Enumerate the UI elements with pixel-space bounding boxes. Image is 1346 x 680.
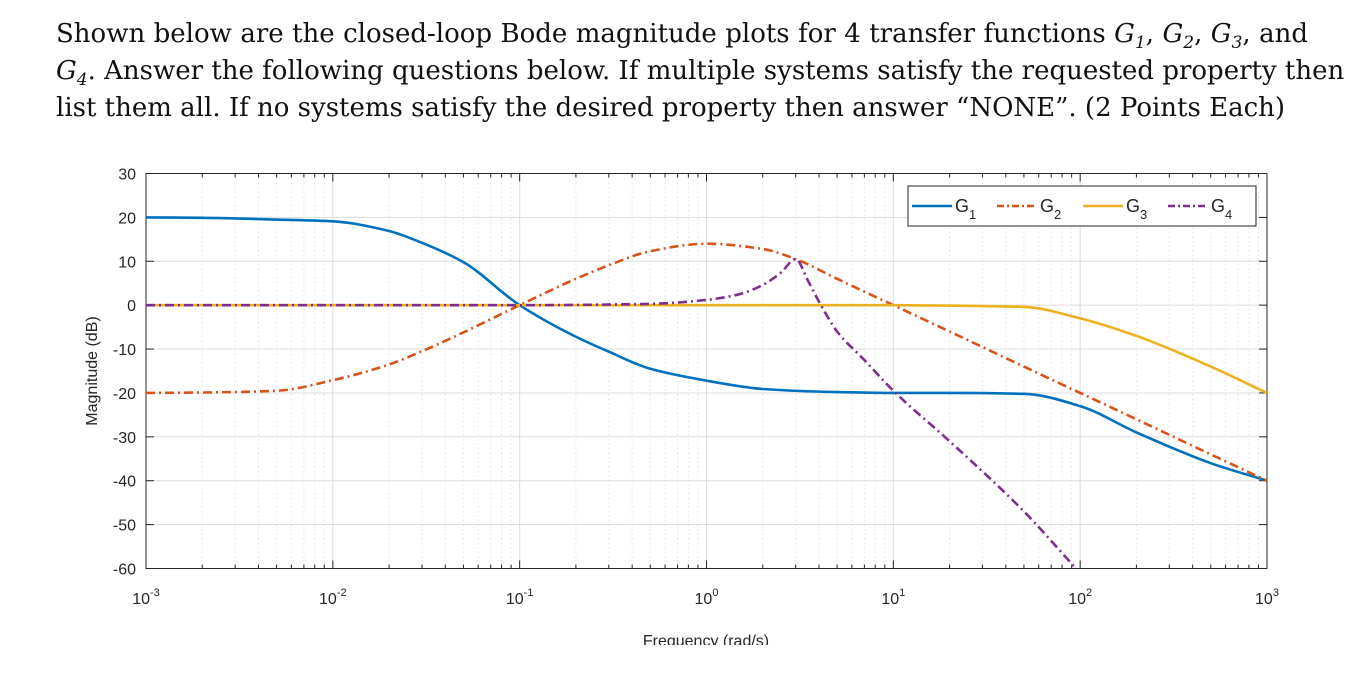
question-text: Shown below are the closed-loop Bode mag… xyxy=(56,16,1344,127)
question-line-3: list them all. If no systems satisfy the… xyxy=(56,93,1286,123)
x-tick-label: 102 xyxy=(1068,587,1092,608)
y-tick-label: 20 xyxy=(118,210,136,227)
x-tick-label: 103 xyxy=(1255,587,1279,608)
x-tick-label: 10-3 xyxy=(132,587,160,608)
g1-symbol: G1 xyxy=(1114,19,1146,54)
series-line-g4 xyxy=(146,257,1077,570)
g3-symbol: G3 xyxy=(1210,19,1243,54)
y-axis-label: Magnitude (dB) xyxy=(84,316,101,425)
y-tick-label: -50 xyxy=(113,518,136,535)
question-line-2: G4. Answer the following questions below… xyxy=(56,53,1344,91)
y-tick-label: 0 xyxy=(127,298,136,315)
series-lines xyxy=(145,216,1268,570)
question-line-1: Shown below are the closed-loop Bode mag… xyxy=(56,19,1308,54)
legend-label-g2: G2 xyxy=(1040,196,1061,222)
question-and: and xyxy=(1259,19,1308,49)
x-axis-label: Frequency (rad/s) xyxy=(643,633,769,645)
question-intro: Shown below are the closed-loop Bode mag… xyxy=(56,19,1106,49)
x-tick-label: 100 xyxy=(695,587,719,608)
g4-symbol: G4 xyxy=(56,56,88,91)
y-tick-label: -30 xyxy=(113,430,136,447)
series-line-g1 xyxy=(145,216,1268,482)
chart-legend: G1 G2 G3 G4 xyxy=(907,185,1257,227)
y-tick-label: 30 xyxy=(118,167,136,184)
legend-label-g1: G1 xyxy=(955,196,976,222)
series-line-g2 xyxy=(145,242,1268,482)
x-tick-label: 10-2 xyxy=(319,587,347,608)
y-tick-label: -40 xyxy=(113,474,136,491)
legend-label-g4: G4 xyxy=(1211,196,1232,222)
axis-ticks xyxy=(145,173,1268,569)
y-tick-label: -10 xyxy=(113,342,136,359)
series-line-g3 xyxy=(146,303,1268,395)
g2-symbol: G2 xyxy=(1162,19,1195,54)
x-tick-labels: 10-3 10-2 10-1 100 101 102 103 xyxy=(132,587,1279,608)
y-tick-label: 10 xyxy=(118,254,136,271)
legend-label-g3: G3 xyxy=(1126,196,1147,222)
x-tick-label: 10-1 xyxy=(506,587,534,608)
y-tick-label: -20 xyxy=(113,386,136,403)
question-sentence-2: . Answer the following questions below. … xyxy=(87,56,1345,86)
chart-grid xyxy=(145,173,1268,569)
y-tick-label: -60 xyxy=(113,562,136,579)
x-tick-label: 101 xyxy=(881,587,905,608)
y-tick-labels: 30 20 10 0 -10 -20 -30 -40 -50 -60 xyxy=(113,167,136,579)
